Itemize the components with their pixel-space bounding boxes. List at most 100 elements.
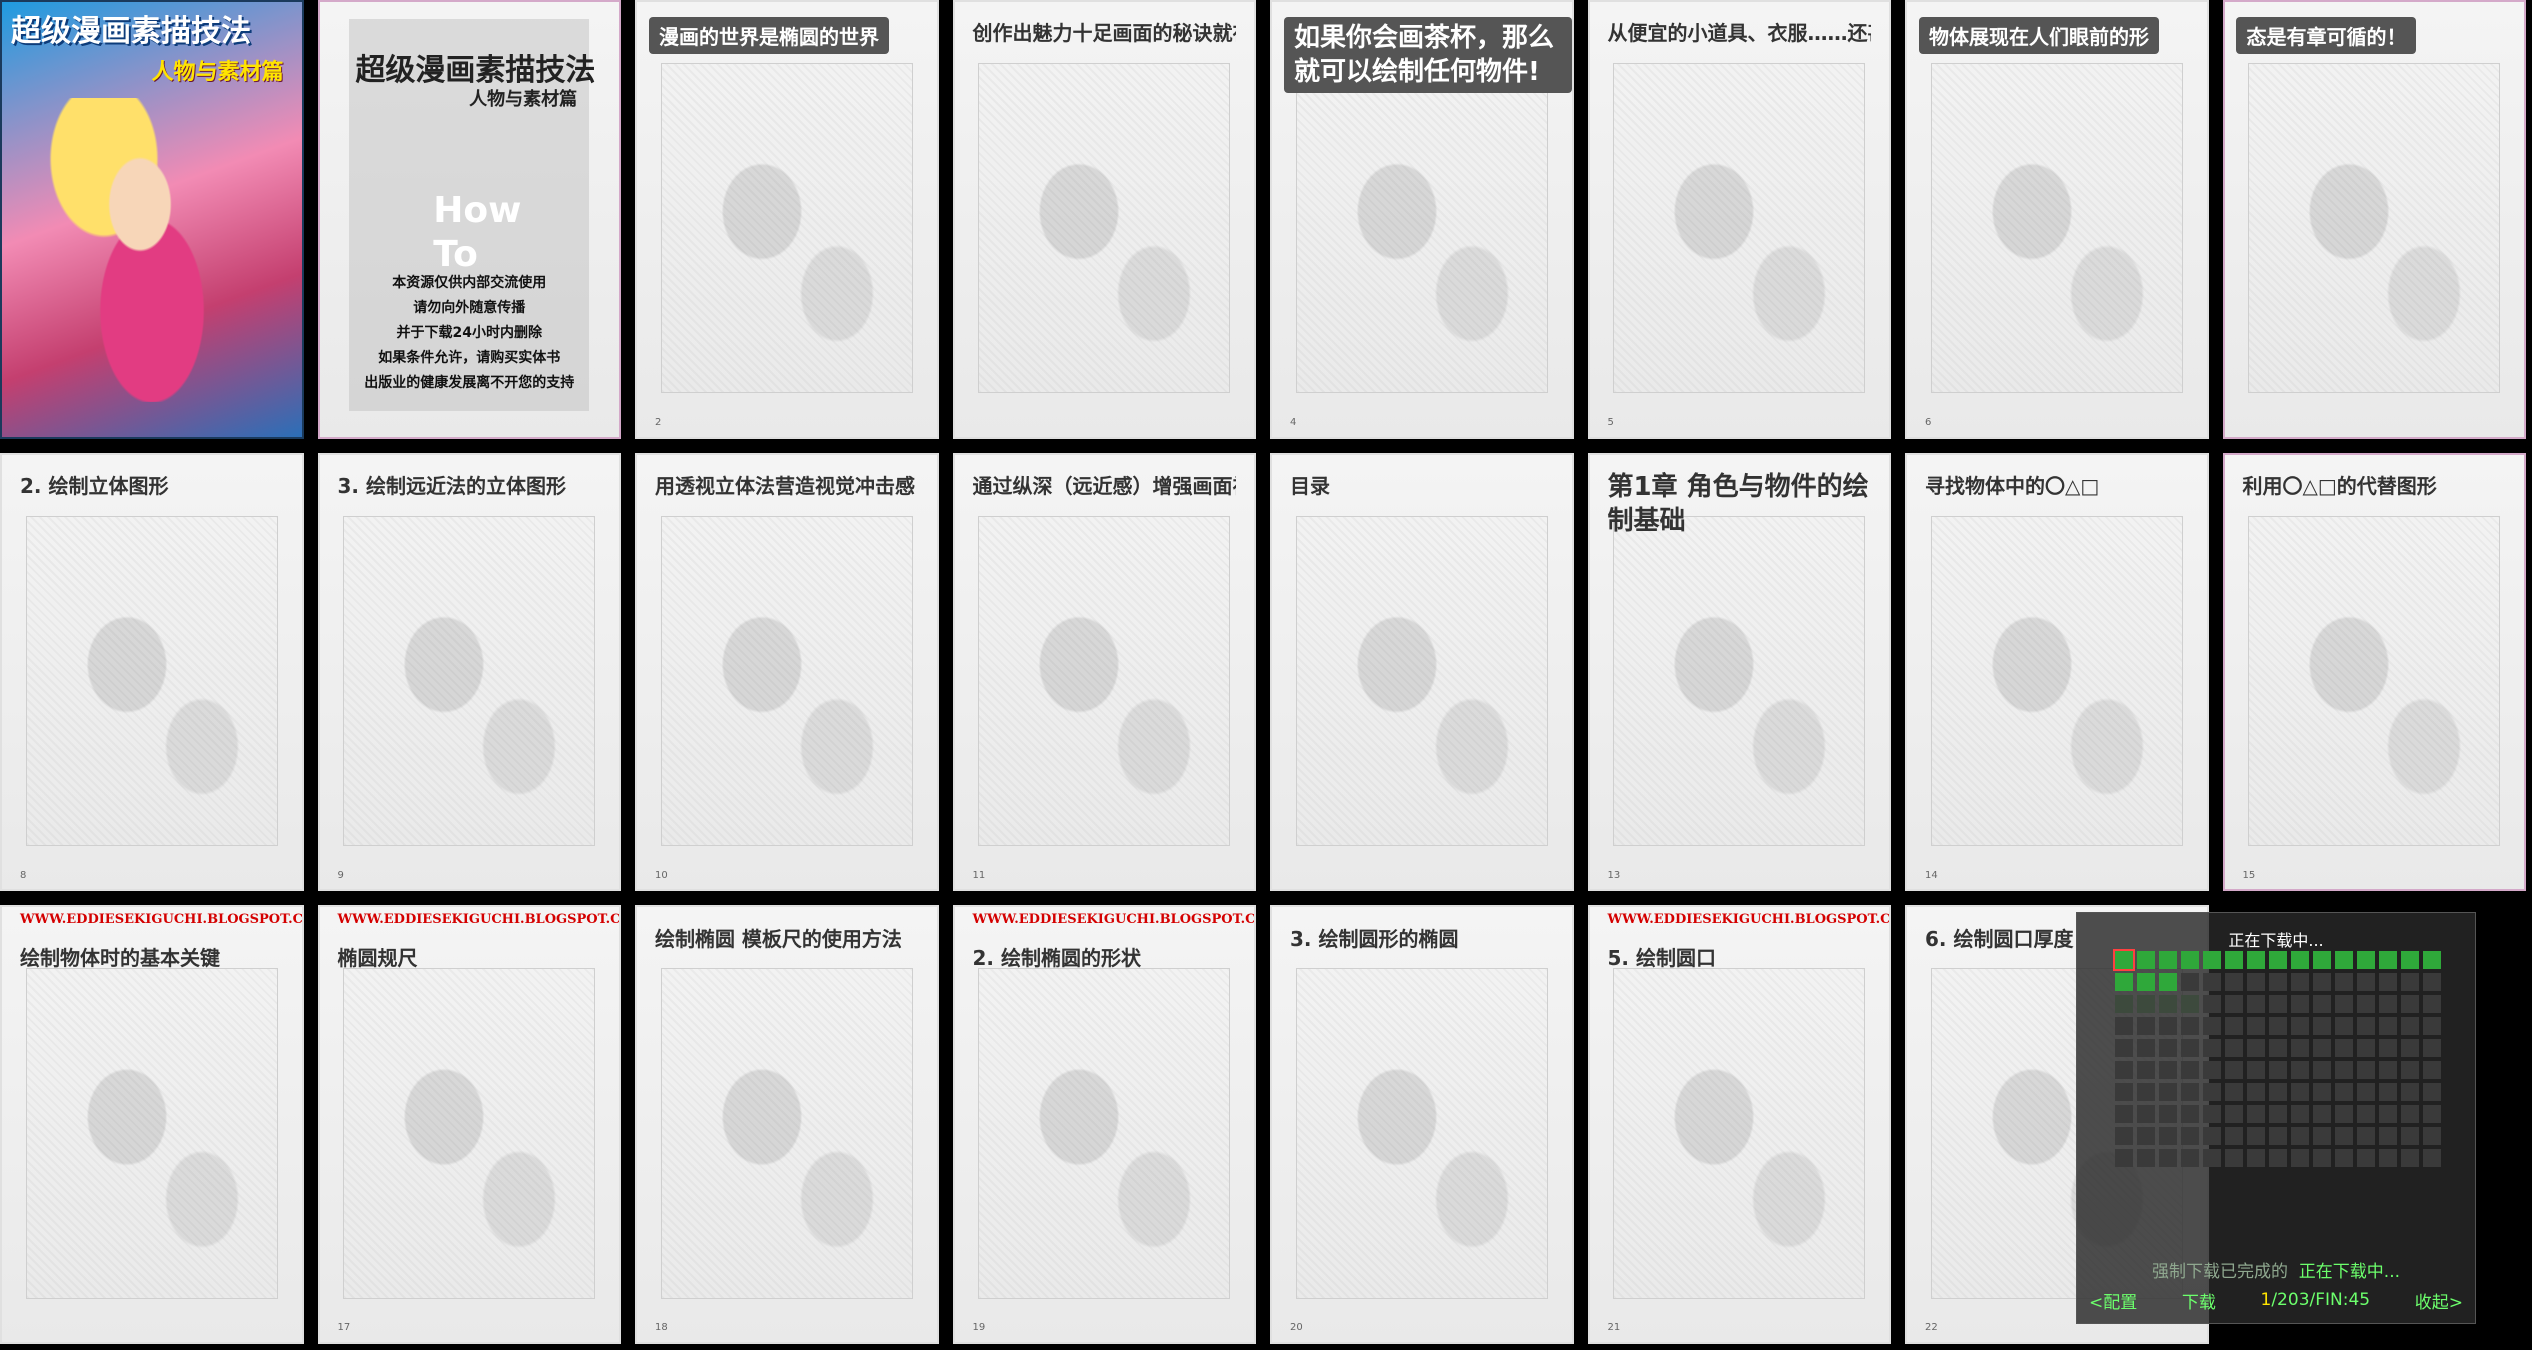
page-title: 3. 绘制圆形的椭圆: [1289, 926, 1459, 951]
download-cell: [2247, 973, 2265, 991]
watermark-url: WWW.EDDIESEKIGUCHI.BLOGSPOT.COM: [337, 911, 621, 927]
download-cell: [2181, 1061, 2199, 1079]
download-cell: [2357, 995, 2375, 1013]
download-cell: [2335, 973, 2353, 991]
download-cell: [2335, 1061, 2353, 1079]
page-sketch-illustration: [1930, 62, 2183, 394]
download-cell: [2225, 973, 2243, 991]
page-sketch-illustration: [1295, 515, 1548, 846]
page-number: 8: [19, 869, 27, 881]
cover-illustration: [31, 97, 272, 402]
download-button[interactable]: 下载: [2181, 1292, 2216, 1313]
download-cell: [2357, 951, 2375, 969]
page-sketch-illustration: [1613, 62, 1866, 394]
page-number: 6: [1924, 416, 1932, 428]
download-cell: [2313, 1127, 2331, 1145]
download-cell: [2423, 973, 2441, 991]
download-panel: 正在下载中... 强制下载已完成的 正在下载中... <配置 下载 1/203/…: [2076, 912, 2476, 1324]
download-cell: [2203, 995, 2221, 1013]
page-thumbnail[interactable]: 目录: [1270, 452, 1574, 892]
download-cell: [2401, 1083, 2419, 1101]
download-cell: [2291, 1149, 2309, 1167]
download-cell: [2379, 1105, 2397, 1123]
download-cell: [2379, 1083, 2397, 1101]
download-cell: [2159, 973, 2177, 991]
download-cell: [2423, 1039, 2441, 1057]
download-cell: [2203, 951, 2221, 969]
page-thumbnail[interactable]: WWW.EDDIESEKIGUCHI.BLOGSPOT.COM 2. 绘制椭圆的形…: [952, 905, 1256, 1344]
page-thumbnail[interactable]: 寻找物体中的〇△□ 14: [1905, 452, 2209, 892]
download-cell: [2269, 1149, 2287, 1167]
page-thumbnail[interactable]: 漫画的世界是椭圆的世界 2: [635, 0, 939, 439]
page-thumbnail[interactable]: 用透视立体法营造视觉冲击感 10: [635, 452, 939, 892]
page-thumbnail[interactable]: WWW.EDDIESEKIGUCHI.BLOGSPOT.COM 椭圆规尺 17: [317, 905, 621, 1344]
page-thumbnail[interactable]: 从便宜的小道具、衣服……还甚至是角色均可以套用的物件 5: [1587, 0, 1891, 439]
page-thumbnail[interactable]: 创作出魅力十足画面的秘诀就在于能否善于利用椭圆（曲线）: [952, 0, 1256, 439]
page-sketch-illustration: [1613, 515, 1866, 846]
download-cell: [2247, 1127, 2265, 1145]
notice-line: 如果条件允许，请购买实体书: [378, 350, 561, 367]
download-cell: [2357, 1127, 2375, 1145]
page-thumbnail[interactable]: 物体展现在人们眼前的形 6: [1905, 0, 2209, 439]
download-cell: [2225, 1149, 2243, 1167]
page-title: 5. 绘制圆口: [1607, 946, 1716, 971]
page-thumbnail[interactable]: 通过纵深（远近感）增强画面视觉效果 11: [952, 452, 1256, 892]
page-thumbnail[interactable]: 绘制椭圆 模板尺的使用方法 18: [635, 905, 939, 1344]
page-thumbnail[interactable]: 3. 绘制远近法的立体图形 9: [317, 452, 621, 892]
download-cell: [2269, 1127, 2287, 1145]
page-sketch-illustration: [343, 515, 596, 846]
download-cell: [2379, 1017, 2397, 1035]
download-cell: [2379, 973, 2397, 991]
download-cell: [2269, 973, 2287, 991]
notice-line: 本资源仅供内部交流使用: [392, 275, 547, 292]
download-cell: [2203, 1127, 2221, 1145]
download-cell: [2335, 951, 2353, 969]
download-cell: [2159, 1061, 2177, 1079]
page-thumbnail[interactable]: 态是有章可循的！: [2222, 0, 2526, 439]
download-cell: [2357, 1017, 2375, 1035]
page-title: 2. 绘制立体图形: [19, 473, 169, 498]
download-cell: [2357, 1061, 2375, 1079]
page-thumbnail[interactable]: 3. 绘制圆形的椭圆 20: [1270, 905, 1574, 1344]
notice-line: 请勿向外随意传播: [413, 300, 526, 317]
download-cell: [2291, 1083, 2309, 1101]
cover-thumbnail[interactable]: 超级漫画素描技法 人物与素材篇: [0, 0, 304, 439]
download-cell: [2115, 1149, 2133, 1167]
cover-subtitle: 人物与素材篇: [151, 60, 284, 86]
page-thumbnail[interactable]: WWW.EDDIESEKIGUCHI.BLOGSPOT.COM 5. 绘制圆口 21: [1587, 905, 1891, 1344]
page-thumbnail[interactable]: 第1章 角色与物件的绘制基础 13: [1587, 452, 1891, 892]
page-thumbnail[interactable]: 利用〇△□的代替图形 15: [2222, 452, 2526, 892]
download-cell: [2269, 995, 2287, 1013]
config-button[interactable]: <配置: [2089, 1292, 2138, 1313]
page-title: 创作出魅力十足画面的秘诀就在于能否善于利用椭圆（曲线）: [972, 21, 1236, 46]
download-cell: [2357, 1039, 2375, 1057]
collapse-button[interactable]: 收起>: [2414, 1292, 2463, 1313]
page-title: 如果你会画茶杯，那么就可以绘制任何物件!: [1283, 17, 1572, 94]
download-cell: [2115, 973, 2133, 991]
watermark-url: WWW.EDDIESEKIGUCHI.BLOGSPOT.COM: [972, 911, 1256, 927]
page-number: 17: [337, 1322, 351, 1334]
download-cell: [2401, 1039, 2419, 1057]
page-thumbnail[interactable]: WWW.EDDIESEKIGUCHI.BLOGSPOT.COM 绘制物体时的基本关…: [0, 905, 304, 1344]
page-title: 物体展现在人们眼前的形: [1918, 17, 2159, 55]
download-cell: [2137, 1149, 2155, 1167]
download-cell: [2137, 995, 2155, 1013]
download-cell: [2269, 1061, 2287, 1079]
download-cell: [2335, 1149, 2353, 1167]
download-cell: [2313, 1017, 2331, 1035]
title-page-thumbnail[interactable]: 超级漫画素描技法 人物与素材篇 How To 本资源仅供内部交流使用 请勿向外随…: [317, 0, 621, 439]
download-cell: [2335, 995, 2353, 1013]
download-cell: [2137, 973, 2155, 991]
download-cell: [2379, 995, 2397, 1013]
page-thumbnail[interactable]: 2. 绘制立体图形 8: [0, 452, 304, 892]
download-cell: [2291, 1127, 2309, 1145]
page-sketch-illustration: [660, 62, 913, 394]
page-thumbnail[interactable]: 如果你会画茶杯，那么就可以绘制任何物件! 4: [1270, 0, 1574, 439]
download-cell: [2137, 1127, 2155, 1145]
download-cell: [2203, 973, 2221, 991]
download-cell: [2181, 1083, 2199, 1101]
download-cell: [2335, 1127, 2353, 1145]
page-progress: 1/203/FIN:45: [2261, 1290, 2371, 1310]
download-cell: [2291, 951, 2309, 969]
download-cell: [2159, 1149, 2177, 1167]
